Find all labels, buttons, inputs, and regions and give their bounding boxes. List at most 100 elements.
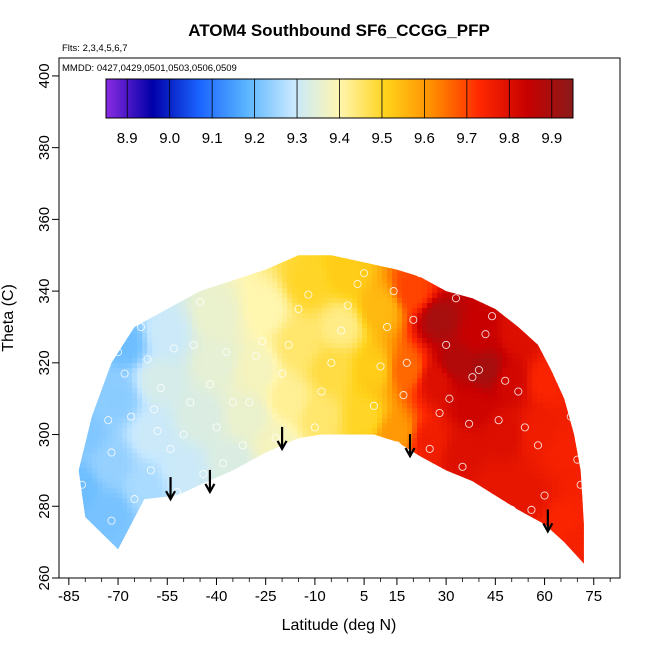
field-cell	[357, 538, 363, 544]
field-cell	[352, 408, 358, 414]
field-cell	[287, 358, 293, 364]
field-cell	[337, 448, 343, 454]
field-cell	[302, 483, 308, 489]
field-cell	[102, 548, 108, 554]
field-cell	[342, 438, 348, 444]
field-cell	[307, 328, 313, 334]
field-cell	[317, 255, 323, 259]
field-cell	[432, 273, 438, 279]
field-cell	[247, 428, 253, 434]
field-cell	[122, 268, 128, 274]
field-cell	[367, 468, 373, 474]
field-cell	[417, 533, 423, 539]
field-cell	[437, 268, 443, 274]
field-cell	[132, 255, 138, 259]
field-cell	[217, 258, 223, 264]
field-cell	[78, 503, 83, 509]
field-cell	[212, 248, 218, 254]
field-cell	[337, 293, 343, 299]
field-cell	[287, 418, 293, 424]
field-cell	[437, 288, 443, 294]
field-cell	[157, 458, 163, 464]
field-cell	[192, 448, 198, 454]
field-cell	[142, 348, 148, 354]
field-cell	[192, 453, 198, 459]
field-cell	[442, 313, 448, 319]
field-cell	[182, 553, 188, 559]
field-cell	[307, 488, 313, 494]
field-cell	[162, 313, 168, 319]
field-cell	[97, 293, 103, 299]
field-cell	[92, 518, 98, 524]
field-cell	[397, 413, 403, 419]
field-cell	[342, 368, 348, 374]
field-cell	[377, 493, 383, 499]
field-cell	[177, 303, 183, 309]
field-cell	[382, 268, 388, 274]
field-cell	[297, 255, 303, 259]
field-cell	[402, 493, 408, 499]
field-cell	[442, 523, 448, 529]
field-cell	[352, 568, 358, 574]
field-cell	[82, 483, 88, 489]
field-cell	[357, 343, 363, 349]
field-cell	[177, 438, 183, 444]
field-cell	[137, 383, 143, 389]
field-cell	[197, 343, 203, 349]
field-cell	[347, 388, 353, 394]
field-cell	[287, 493, 293, 499]
field-cell	[232, 328, 238, 334]
field-cell	[157, 453, 163, 459]
field-cell	[272, 383, 278, 389]
field-cell	[212, 468, 218, 474]
field-cell	[337, 388, 343, 394]
field-cell	[327, 553, 333, 559]
field-cell	[352, 438, 358, 444]
field-cell	[142, 483, 148, 489]
field-cell	[112, 363, 118, 369]
field-cell	[322, 248, 328, 254]
field-cell	[382, 548, 388, 554]
field-cell	[142, 293, 148, 299]
field-cell	[407, 368, 413, 374]
field-cell	[212, 463, 218, 469]
field-cell	[432, 483, 438, 489]
field-cell	[242, 363, 248, 369]
field-cell	[302, 408, 308, 414]
field-cell	[317, 418, 323, 424]
field-cell	[137, 558, 143, 564]
field-cell	[257, 543, 263, 549]
field-cell	[377, 413, 383, 419]
field-cell	[342, 568, 348, 574]
field-cell	[137, 418, 143, 424]
field-cell	[302, 248, 308, 254]
field-cell	[352, 373, 358, 379]
field-cell	[372, 348, 378, 354]
field-cell	[237, 433, 243, 439]
field-cell	[417, 328, 423, 334]
field-cell	[107, 263, 113, 269]
field-cell	[72, 453, 78, 459]
field-cell	[287, 388, 293, 394]
field-cell	[322, 513, 328, 519]
field-cell	[362, 283, 368, 289]
field-cell	[347, 533, 353, 539]
field-cell	[402, 288, 408, 294]
field-cell	[152, 353, 158, 359]
field-cell	[147, 255, 153, 259]
field-cell	[78, 463, 83, 469]
field-cell	[332, 293, 338, 299]
field-cell	[227, 263, 233, 269]
field-cell	[247, 308, 253, 314]
field-cell	[312, 468, 318, 474]
field-cell	[122, 538, 128, 544]
field-cell	[182, 418, 188, 424]
field-cell	[362, 303, 368, 309]
field-cell	[237, 373, 243, 379]
field-cell	[272, 408, 278, 414]
field-cell	[397, 478, 403, 484]
field-cell	[322, 528, 328, 534]
field-cell	[132, 528, 138, 534]
field-cell	[407, 363, 413, 369]
field-cell	[87, 328, 93, 334]
